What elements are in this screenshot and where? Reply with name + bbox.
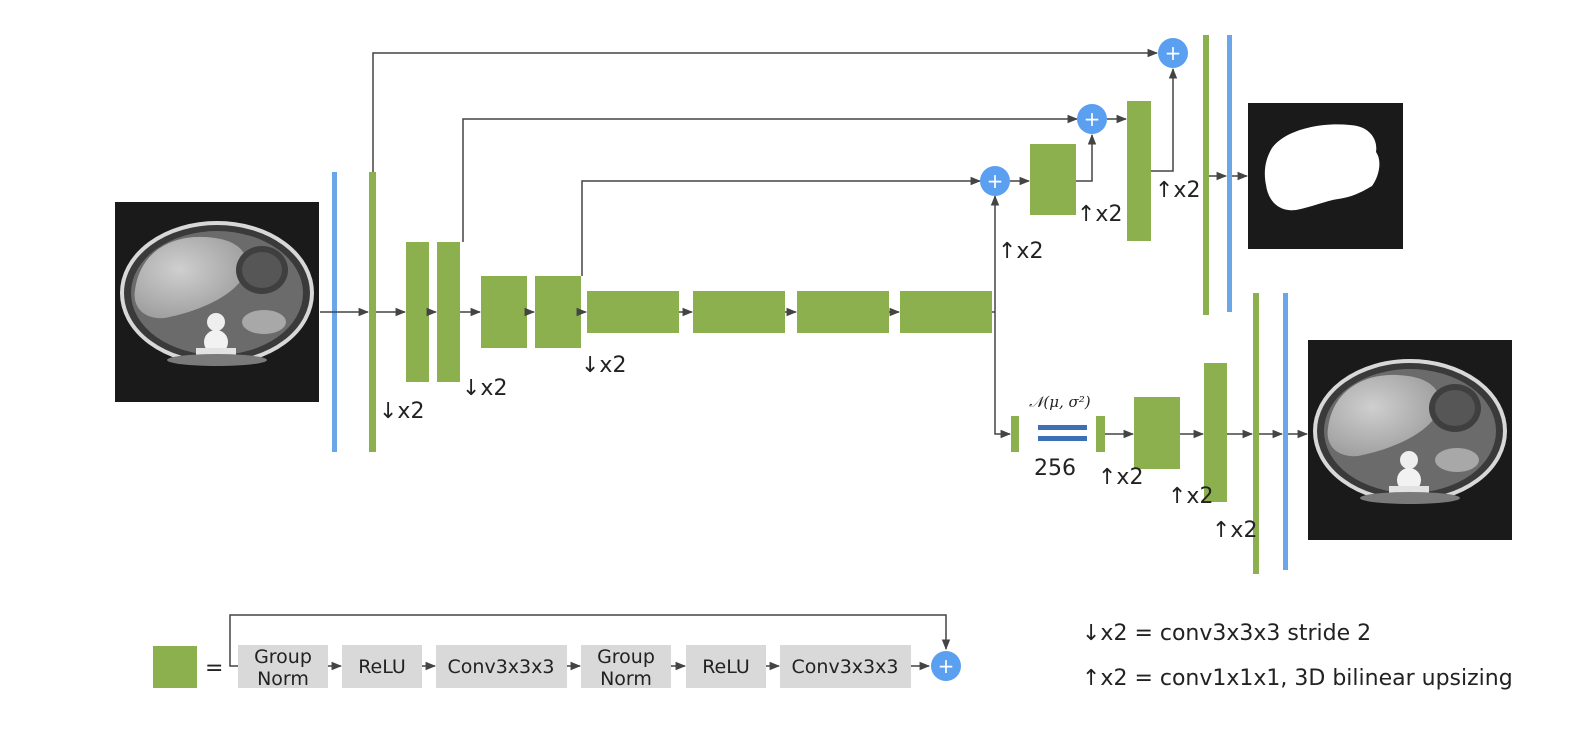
down-label-1: ↓x2 [379, 399, 424, 424]
plus-circle-3 [1158, 38, 1188, 68]
scale-labels: ↓x2 ↓x2 ↓x2 ↑x2 ↑x2 ↑x2 ↑x2 ↑x2 ↑x2 𝒩(μ,… [379, 178, 1257, 543]
plus-circle-1 [980, 166, 1010, 196]
input-ct-image [115, 202, 319, 402]
block-group-norm-2 [581, 645, 671, 688]
up-label-5: ↑x2 [1168, 484, 1213, 509]
operation-legend: ↓x2 = conv3x3x3 stride 2 ↑x2 = conv1x1x1… [1082, 621, 1513, 691]
decoder-block-1 [1030, 144, 1076, 215]
encoder-block-2a [406, 242, 429, 382]
block-relu-2 [686, 645, 766, 688]
legend-green-block [153, 646, 197, 688]
block-relu-2-label: ReLU [702, 656, 750, 678]
block-conv-2 [780, 645, 911, 688]
block-conv-1 [436, 645, 567, 688]
up-label-1: ↑x2 [998, 239, 1043, 264]
up-label-2: ↑x2 [1077, 202, 1122, 227]
legend-down-definition: ↓x2 = conv3x3x3 stride 2 [1082, 621, 1371, 646]
encoder [332, 172, 992, 452]
up-label-3: ↑x2 [1155, 178, 1200, 203]
vae-block-3 [1134, 397, 1180, 469]
vae-block-4 [1204, 363, 1227, 502]
encoder-block-4d [900, 291, 992, 333]
vae-block-2 [1096, 416, 1105, 452]
down-label-3: ↓x2 [581, 353, 626, 378]
up-label-4: ↑x2 [1098, 465, 1143, 490]
block-relu-1-label: ReLU [358, 656, 406, 678]
block-group-norm-2-line1: Group [597, 646, 655, 668]
encoder-block-3a [481, 276, 527, 348]
encoder-block-4a [587, 291, 679, 333]
encoder-block-4b [693, 291, 785, 333]
segmentation-blue-bar [1227, 35, 1232, 312]
plus-text-3: + [1165, 41, 1182, 65]
vae-block-1 [1011, 416, 1019, 452]
distribution-label: 𝒩(μ, σ²) [1029, 393, 1091, 411]
up-label-6: ↑x2 [1212, 518, 1257, 543]
plus-circle-2 [1077, 104, 1107, 134]
output-segmentation-mask [1248, 103, 1403, 249]
skip-connections [372, 48, 1159, 276]
block-group-norm-1 [238, 645, 328, 688]
residual-block-legend: = Group Norm ReLU Conv3x3x3 Group Norm R… [153, 614, 961, 690]
encoder-block-4c [797, 291, 889, 333]
latent-bar-bottom [1038, 436, 1087, 441]
vae-block-5 [1253, 293, 1259, 574]
plus-text-1: + [987, 169, 1004, 193]
decoder [980, 35, 1249, 315]
vae-branch [994, 293, 1309, 574]
block-group-norm-1-line1: Group [254, 646, 312, 668]
encoder-block-3b [535, 276, 581, 348]
block-conv-2-label: Conv3x3x3 [792, 656, 899, 678]
down-label-2: ↓x2 [462, 376, 507, 401]
reconstructed-ct-image [1308, 340, 1512, 540]
block-group-norm-1-line2: Norm [257, 668, 309, 690]
encoder-block-1 [369, 172, 376, 452]
decoder-block-2 [1127, 101, 1151, 241]
decoder-block-3 [1203, 35, 1209, 315]
block-relu-1 [342, 645, 422, 688]
block-conv-1-label: Conv3x3x3 [448, 656, 555, 678]
block-group-norm-2-line2: Norm [600, 668, 652, 690]
plus-text-2: + [1084, 107, 1101, 131]
legend-equals: = [205, 656, 223, 681]
encoder-block-2b [437, 242, 460, 382]
latent-bar-top [1038, 425, 1087, 430]
latent-size-label: 256 [1034, 456, 1076, 481]
reconstruction-blue-bar [1283, 293, 1288, 570]
plus-signs: + + + [987, 41, 1182, 193]
legend-plus-circle [931, 651, 961, 681]
legend-up-definition: ↑x2 = conv1x1x1, 3D bilinear upsizing [1082, 666, 1513, 691]
legend-plus-text: + [938, 654, 955, 678]
